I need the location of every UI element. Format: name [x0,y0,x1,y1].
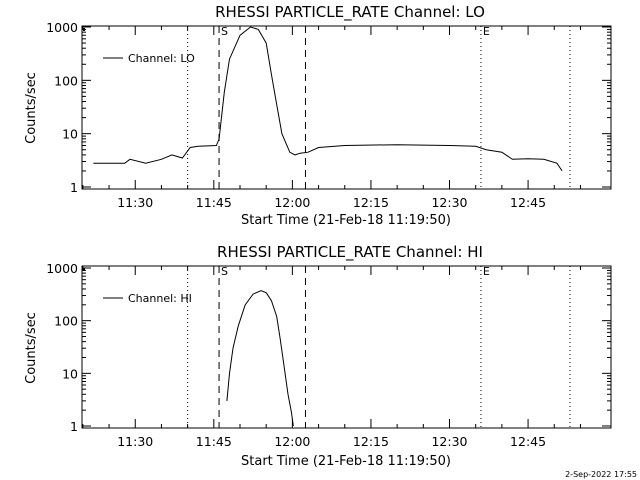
x-tick-label-lo-1: 11:45 [196,195,232,210]
x-tick-label-hi-4: 12:30 [431,434,467,449]
x-axis-label-lo: Start Time (21-Feb-18 11:19:50) [241,213,451,228]
x-tick-label-lo-2: 12:00 [274,195,310,210]
y-tick-label-lo-3: 1000 [46,20,78,35]
x-tick-label-hi-5: 12:45 [510,434,546,449]
marker-label-lo-E: E [483,25,490,38]
x-tick-label-hi-2: 12:00 [274,434,310,449]
chart-title-lo: RHESSI PARTICLE_RATE Channel: LO [215,3,485,22]
legend-label-lo: Channel: LO [128,52,195,65]
x-tick-label-hi-1: 11:45 [196,434,232,449]
plot-area-lo: 1 10 100 1000 11:30 11:45 12:00 12:15 12:30 12:45… [46,20,611,210]
corner-mark-lo [83,28,85,31]
x-tick-label-lo-4: 12:30 [431,195,467,210]
y-tick-label-lo-2: 100 [54,73,78,88]
x-tick-label-hi-0: 11:30 [117,434,153,449]
y-tick-label-hi-1: 10 [62,366,78,381]
x-axis-label-hi: Start Time (21-Feb-18 11:19:50) [241,454,451,469]
y-tick-label-lo-1: 10 [62,127,78,142]
legend-label-hi: Channel: HI [128,292,192,305]
series-line-hi-0 [226,290,294,427]
y-axis-label-hi: Counts/sec [24,312,39,384]
x-tick-label-lo-0: 11:30 [117,195,153,210]
panel-lo: RHESSI PARTICLE_RATE Channel: LO 1101001… [24,3,612,228]
y-tick-label-hi-3: 1000 [46,261,78,276]
plot-area-hi: 1 10 100 1000 11:30 11:45 12:00 12:15 12:30 12:45… [46,261,611,449]
corner-mark-hi [83,268,85,271]
marker-label-hi-S: S [221,265,228,278]
y-axis-label-lo: Counts/sec [24,72,39,144]
date-stamp: 2-Sep-2022 17:55 [565,470,637,479]
x-tick-label-lo-3: 12:15 [353,195,389,210]
y-tick-label-hi-2: 100 [54,314,78,329]
plot-frame-lo [81,25,612,190]
panel-hi: RHESSI PARTICLE_RATE Channel: HI 1101001… [24,243,612,469]
marker-label-hi-E: E [483,265,490,278]
y-tick-label-lo-0: 1 [70,180,78,195]
x-tick-label-hi-3: 12:15 [353,434,389,449]
series-line-lo-0 [93,26,563,172]
x-tick-label-lo-5: 12:45 [510,195,546,210]
marker-label-lo-S: S [221,25,228,38]
y-tick-label-hi-0: 1 [70,419,78,434]
legend-hi: Channel: HI [103,292,192,305]
plot-frame-hi [81,265,612,429]
legend-lo: Channel: LO [103,52,195,65]
chart-title-hi: RHESSI PARTICLE_RATE Channel: HI [217,243,483,262]
